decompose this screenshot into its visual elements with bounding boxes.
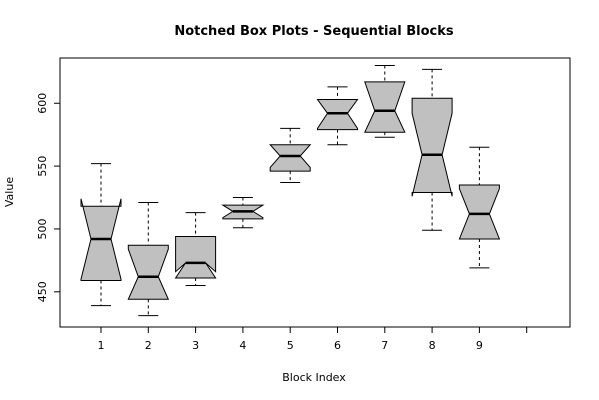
x-tick-label: 2 — [145, 339, 152, 352]
box-9 — [458, 146, 501, 269]
box-body — [411, 97, 453, 197]
box-2 — [127, 202, 170, 317]
x-axis-label: Block Index — [282, 371, 346, 384]
x-tick-label: 8 — [429, 339, 436, 352]
box-7 — [364, 65, 406, 138]
y-axis-label: Value — [3, 177, 16, 207]
box-1 — [80, 163, 122, 307]
boxes-layer — [80, 65, 501, 317]
box-4 — [221, 197, 265, 229]
box-3 — [174, 212, 217, 287]
x-tick-label: 6 — [334, 339, 341, 352]
box-body — [458, 184, 501, 240]
box-body — [174, 236, 217, 279]
chart-title: Notched Box Plots - Sequential Blocks — [174, 24, 454, 39]
x-tick-label: 9 — [476, 339, 483, 352]
y-axis: 450 500 550 600 — [36, 93, 61, 302]
y-tick-label: 500 — [36, 218, 49, 239]
box-5 — [269, 127, 312, 183]
x-tick-label: 1 — [98, 339, 105, 352]
x-tick-label: 5 — [287, 339, 294, 352]
box-body — [364, 81, 406, 133]
y-tick-label: 600 — [36, 93, 49, 114]
x-tick-label: 4 — [239, 339, 246, 352]
box-body — [269, 144, 312, 172]
x-tick-label: 7 — [381, 339, 388, 352]
x-tick-label: 3 — [192, 339, 199, 352]
y-tick-label: 550 — [36, 156, 49, 177]
box-8 — [411, 68, 453, 231]
y-tick-label: 450 — [36, 281, 49, 302]
box-6 — [316, 86, 359, 146]
x-axis: 1 2 3 4 5 6 7 8 9 — [98, 326, 528, 352]
box-body — [127, 244, 170, 300]
